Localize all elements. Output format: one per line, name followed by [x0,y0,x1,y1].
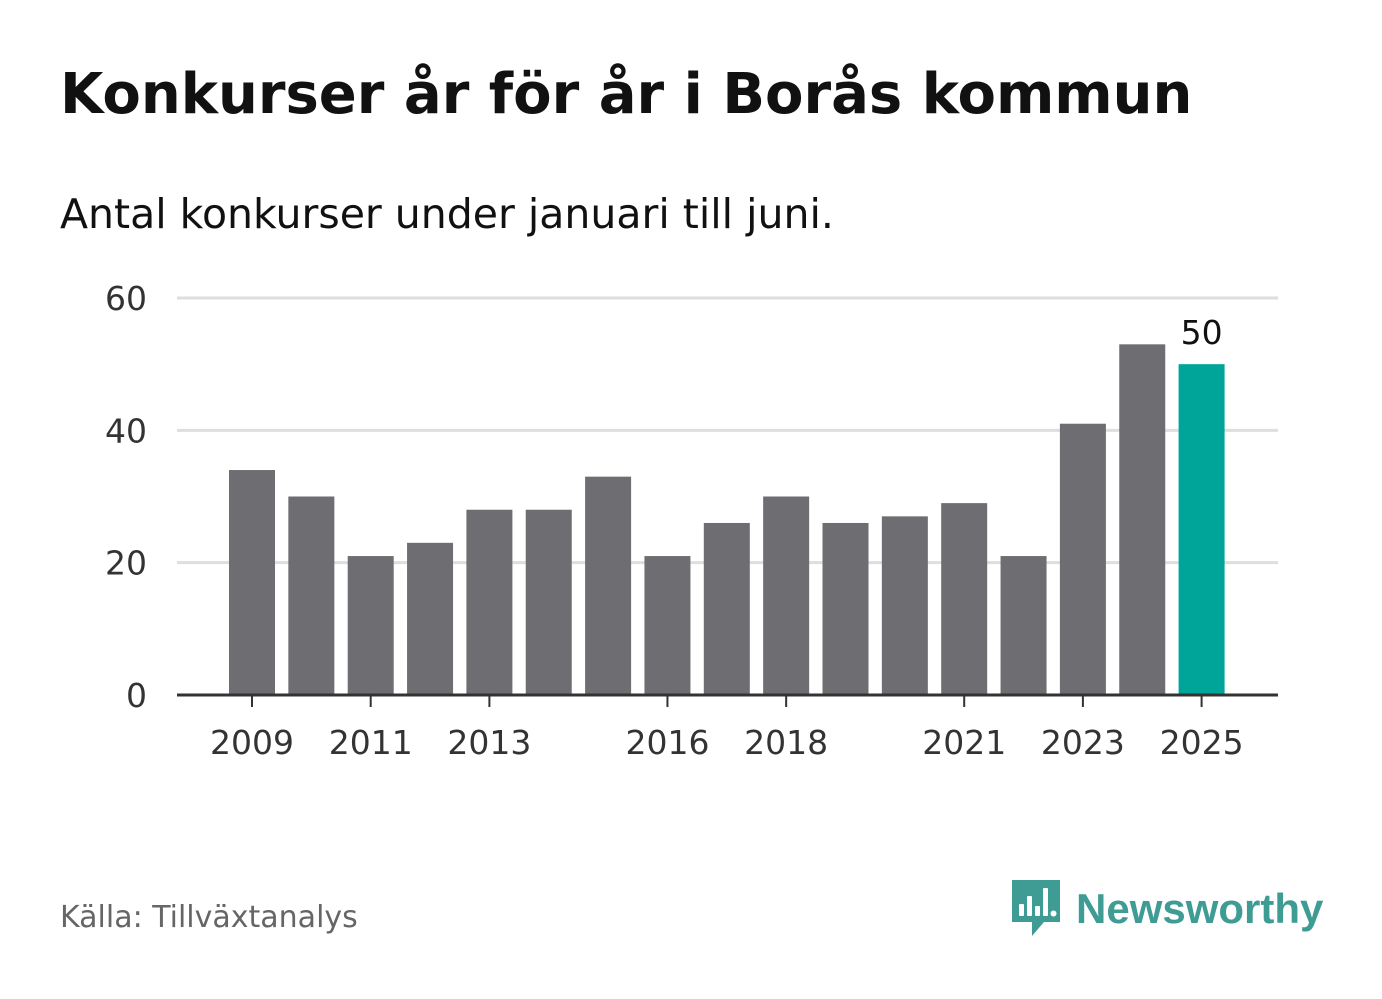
bar-2016 [644,556,691,695]
x-tick-label: 2025 [1160,723,1244,762]
x-tick-label: 2018 [744,723,828,762]
bar-2017 [703,522,750,695]
y-tick-label: 60 [105,279,147,318]
data-label-2025: 50 [1181,313,1223,352]
bar-2022 [1000,556,1047,695]
bar-2018 [763,496,810,695]
x-tick-label: 2011 [329,723,413,762]
bar-2015 [585,476,632,695]
bar-2023 [1059,423,1106,695]
bar-2010 [288,496,335,695]
bar-2021 [941,503,988,695]
brand-logo: Newsworthy [1010,878,1323,940]
y-tick-label: 0 [126,676,147,715]
x-tick-label: 2009 [210,723,294,762]
x-tick-label: 2016 [625,723,709,762]
bar-2013 [466,509,513,695]
newsworthy-logo-icon [1012,880,1060,936]
x-tick-label: 2023 [1041,723,1125,762]
x-tick-label: 2013 [447,723,531,762]
bar-2025 [1178,364,1225,695]
bar-2024 [1119,344,1166,695]
bar-2011 [347,556,394,695]
brand-name: Newsworthy [1076,885,1324,932]
chart-subtitle: Antal konkurser under januari till juni. [60,190,834,238]
source-note: Källa: Tillväxtanalys [60,900,358,935]
bar-2012 [407,542,454,695]
bar-2019 [822,522,869,695]
y-tick-label: 40 [105,411,147,450]
y-tick-label: 20 [105,544,147,583]
bar-2020 [881,516,928,695]
chart-title: Konkurser år för år i Borås kommun [60,62,1193,127]
bar-2009 [229,470,275,695]
x-tick-label: 2021 [922,723,1006,762]
bar-2014 [525,509,572,695]
